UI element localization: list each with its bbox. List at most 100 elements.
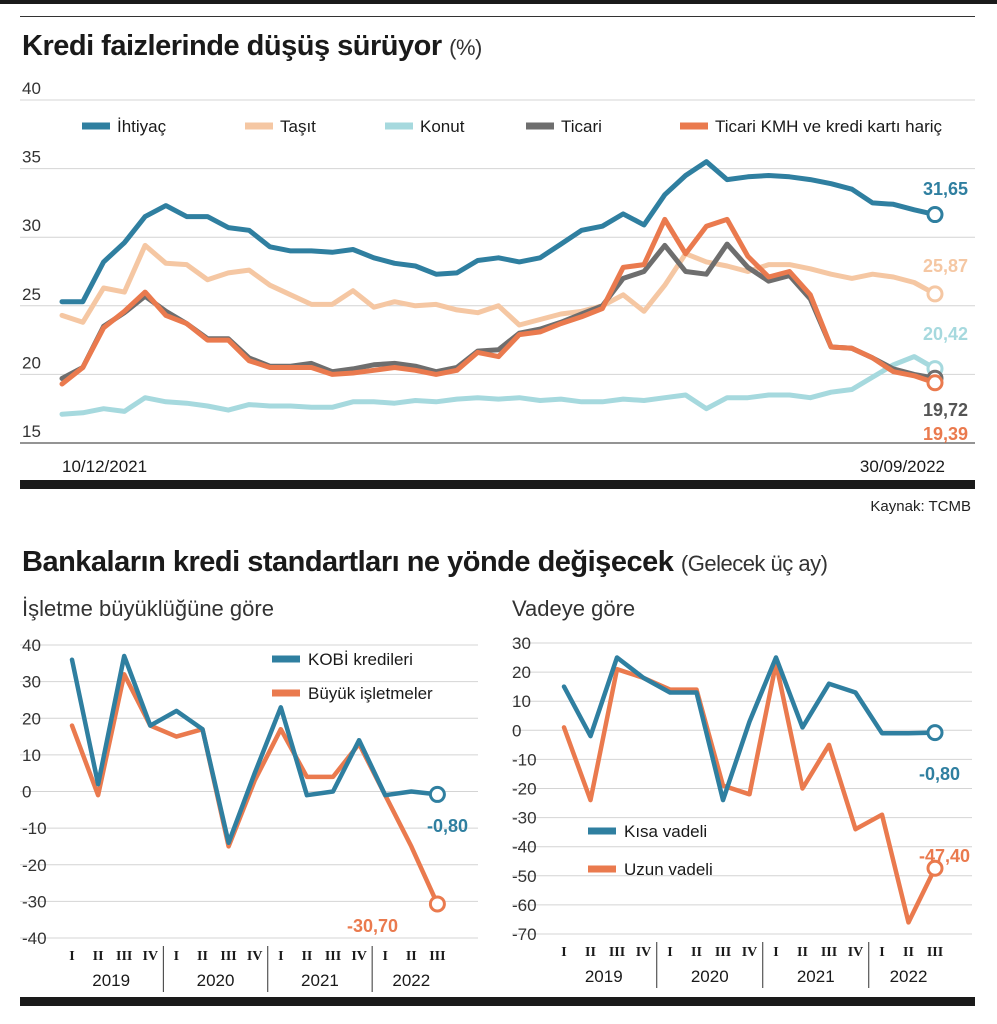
section-divider: [20, 480, 975, 489]
c3-x-tick-label: IV: [636, 945, 652, 960]
c1-end-label-konut: 20,42: [923, 324, 968, 344]
c3-y-tick-label: -20: [512, 780, 537, 799]
c3-legend-label-uzun: Uzun vadeli: [624, 860, 713, 879]
c3-end-label-uzun: -47,40: [919, 846, 970, 866]
chart1-title-text: Kredi faizlerinde düşüş sürüyor: [22, 30, 442, 62]
c1-end-label-tasit: 25,87: [923, 256, 968, 276]
c2-y-tick-label: 30: [22, 673, 41, 692]
c2-x-tick-label: II: [93, 949, 104, 964]
c3-year-label: 2019: [585, 967, 623, 986]
header-rule: [20, 16, 975, 17]
c1-y-tick-label: 35: [22, 148, 41, 167]
c1-legend-label-konut: Konut: [420, 117, 465, 136]
c1-y-tick-label: 15: [22, 422, 41, 441]
c1-end-marker-ticari_kmh: [926, 374, 944, 392]
c3-y-tick-label: -30: [512, 809, 537, 828]
c2-series-line-kobi: [69, 653, 440, 846]
chart1-unit: (%): [449, 35, 482, 60]
c3-y-tick-label: -40: [512, 838, 537, 857]
c1-y-tick-label: 20: [22, 353, 41, 372]
c2-x-tick-label: IV: [143, 949, 159, 964]
c1-x-start-label: 10/12/2021: [62, 457, 147, 476]
c1-series-line-tasit: [59, 242, 938, 328]
c2-y-tick-label: -20: [22, 856, 47, 875]
c2-y-tick-label: 0: [22, 783, 31, 802]
c1-y-tick-label: 25: [22, 285, 41, 304]
c2-y-tick-label: 40: [22, 636, 41, 655]
chart2-note: (Gelecek üç ay): [680, 551, 828, 576]
c3-end-label-kisa: -0,80: [919, 764, 960, 784]
c3-y-tick-label: -70: [512, 925, 537, 944]
c2-legend-label-kobi: KOBİ kredileri: [308, 650, 413, 669]
c2-legend-label-buyuk: Büyük işletmeler: [308, 684, 433, 703]
c3-x-tick-label: I: [773, 945, 778, 960]
c2-x-tick-label: II: [197, 949, 208, 964]
c3-legend-label-kisa: Kısa vadeli: [624, 822, 707, 841]
c2-x-tick-label: II: [406, 949, 417, 964]
c3-x-tick-label: III: [715, 945, 731, 960]
c1-end-label-ticari: 19,72: [923, 400, 968, 420]
c2-y-tick-label: -40: [22, 929, 47, 948]
c1-legend-label-ticari: Ticari: [561, 117, 602, 136]
c3-y-tick-label: 0: [512, 721, 521, 740]
c3-x-tick-label: II: [903, 945, 914, 960]
c2-x-tick-label: III: [116, 949, 132, 964]
c3-x-tick-label: III: [609, 945, 625, 960]
c1-legend-label-ticari_kmh: Ticari KMH ve kredi kartı hariç: [715, 117, 943, 136]
c3-y-tick-label: 30: [512, 634, 531, 653]
c2-x-tick-label: III: [220, 949, 236, 964]
c3-y-tick-label: 10: [512, 692, 531, 711]
c3-end-marker-uzun: [926, 859, 944, 877]
c3-x-tick-label: IV: [848, 945, 864, 960]
c3-x-tick-label: II: [585, 945, 596, 960]
c3-x-tick-label: II: [797, 945, 808, 960]
chart2-left-subtitle: İşletme büyüklüğüne göre: [22, 596, 274, 621]
c3-x-tick-label: III: [927, 945, 943, 960]
top-rule: [0, 0, 997, 4]
c2-y-tick-label: 10: [22, 746, 41, 765]
c1-legend-label-tasit: Taşıt: [280, 117, 316, 136]
c3-x-tick-label: I: [879, 945, 884, 960]
c1-series-line-konut: [59, 354, 938, 417]
c3-series-line-kisa: [561, 655, 938, 803]
c3-x-tick-label: II: [691, 945, 702, 960]
c3-year-label: 2020: [691, 967, 729, 986]
source-note: Kaynak: TCMB: [870, 498, 971, 515]
c1-end-label-ticari_kmh: 19,39: [923, 424, 968, 444]
c3-x-tick-label: IV: [742, 945, 758, 960]
chart2-title-text: Bankaların kredi standartları ne yönde d…: [22, 546, 674, 578]
c3-year-label: 2021: [797, 967, 835, 986]
c3-y-tick-label: -50: [512, 867, 537, 886]
c2-y-tick-label: 20: [22, 709, 41, 728]
c2-x-tick-label: III: [325, 949, 341, 964]
c1-y-tick-label: 40: [22, 79, 41, 98]
chart2-right-subtitle: Vadeye göre: [512, 596, 636, 621]
c1-series-line-ihtiyac: [59, 159, 938, 305]
c2-x-tick-label: III: [429, 949, 445, 964]
c1-y-tick-label: 30: [22, 216, 41, 235]
c2-x-tick-label: I: [382, 949, 387, 964]
c2-end-label-kobi: -0,80: [427, 816, 468, 836]
c3-y-tick-label: -10: [512, 750, 537, 769]
c1-end-marker-tasit: [926, 285, 944, 303]
c1-legend-label-ihtiyac: İhtiyaç: [117, 117, 167, 136]
c2-year-label: 2021: [301, 971, 339, 990]
c2-year-label: 2020: [197, 971, 235, 990]
c3-y-tick-label: -60: [512, 896, 537, 915]
c2-x-tick-label: I: [278, 949, 283, 964]
chart1-title: Kredi faizlerinde düşüş sürüyor (%): [22, 30, 482, 63]
c2-x-tick-label: II: [301, 949, 312, 964]
c2-x-tick-label: I: [174, 949, 179, 964]
c2-x-tick-label: IV: [351, 949, 367, 964]
c3-x-tick-label: I: [561, 945, 566, 960]
c2-end-marker-buyuk: [428, 895, 446, 913]
c3-series-line-uzun: [561, 661, 938, 925]
c2-y-tick-label: -10: [22, 819, 47, 838]
c2-end-marker-kobi: [428, 785, 446, 803]
c3-year-label: 2022: [890, 967, 928, 986]
c1-end-label-ihtiyac: 31,65: [923, 179, 968, 199]
c3-end-marker-kisa: [926, 724, 944, 742]
c3-x-tick-label: I: [667, 945, 672, 960]
c2-x-tick-label: IV: [247, 949, 263, 964]
